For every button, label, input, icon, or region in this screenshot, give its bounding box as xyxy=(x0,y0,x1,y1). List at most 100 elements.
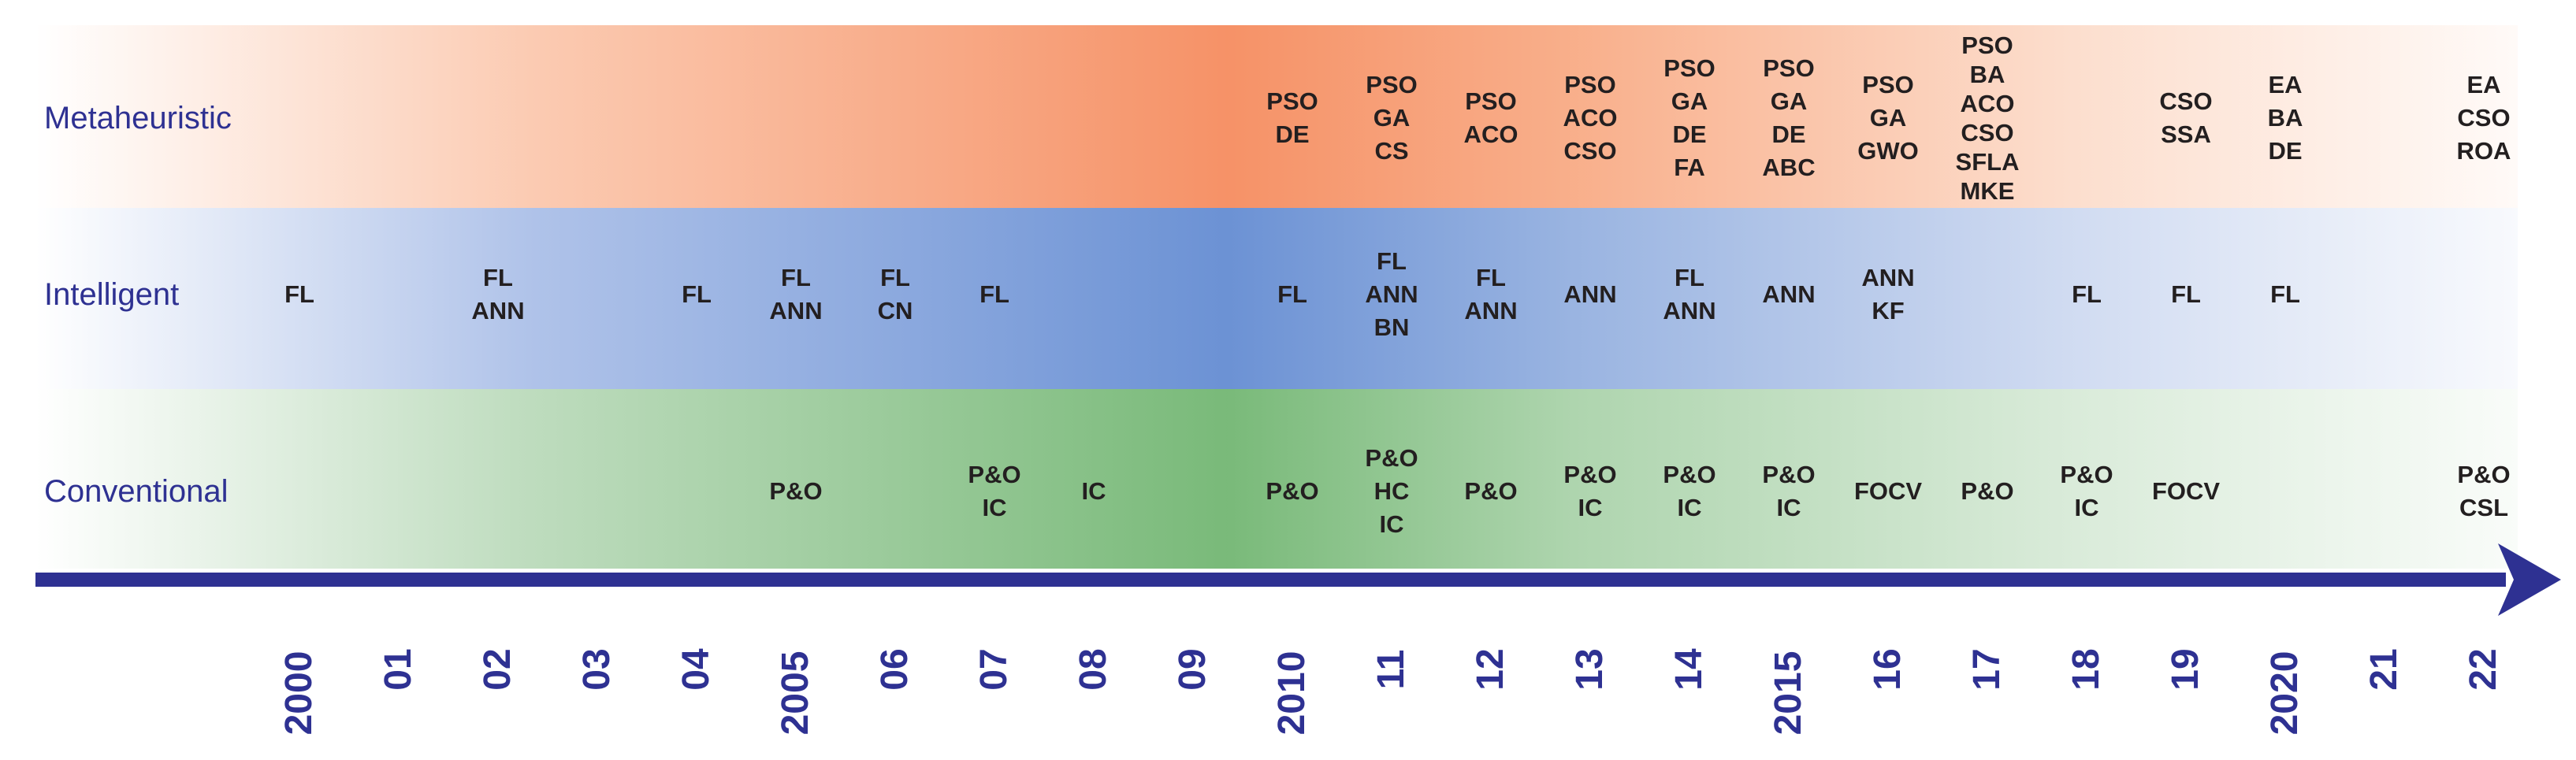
method-cell-conv-2010: P&O xyxy=(1266,475,1318,508)
year-label-2006: 06 xyxy=(874,648,916,691)
method-label: FL xyxy=(1675,264,1704,291)
method-label: FL xyxy=(1277,280,1307,308)
method-label: PSO xyxy=(1961,32,2013,59)
method-label: KF xyxy=(1872,297,1905,324)
year-label-2009: 09 xyxy=(1172,648,1214,691)
year-label-2022: 22 xyxy=(2463,648,2504,691)
method-label: SFLA xyxy=(1955,148,2020,176)
method-label: IC xyxy=(1677,494,1702,521)
method-label: P&O xyxy=(2457,461,2511,488)
method-label: ANN xyxy=(1365,280,1418,308)
method-label: ANN xyxy=(1464,297,1518,324)
method-label: ABC xyxy=(1762,154,1816,181)
method-label: ANN xyxy=(471,297,525,324)
method-label: ANN xyxy=(1861,264,1915,291)
method-label: GA xyxy=(1869,104,1907,132)
method-cell-meta-2012: PSO ACO xyxy=(1464,85,1518,151)
method-label: P&O xyxy=(1365,444,1418,472)
timeline-arrowhead-icon xyxy=(2498,543,2561,616)
method-label: PSO xyxy=(1763,54,1815,82)
method-cell-conv-2016: FOCV xyxy=(1854,475,1922,508)
method-label: IC xyxy=(1578,494,1603,521)
year-label-2021: 21 xyxy=(2363,648,2405,691)
year-label-2014: 14 xyxy=(1668,648,1710,691)
method-label: DE xyxy=(1771,120,1806,148)
method-label: MKE xyxy=(1960,177,2015,205)
method-cell-conv-2018: P&O IC xyxy=(2060,458,2113,525)
method-cell-conv-2013: P&O IC xyxy=(1563,458,1616,525)
method-label: GA xyxy=(1671,87,1708,115)
method-cell-int-2007: FL xyxy=(979,278,1009,311)
method-cell-meta-2015: PSO GA DE ABC xyxy=(1762,52,1815,184)
method-label: DE xyxy=(2268,137,2303,165)
method-cell-int-2004: FL xyxy=(682,278,712,311)
metaheuristic-band xyxy=(35,25,2518,208)
method-label: FL xyxy=(880,264,910,291)
row-label-metaheuristic: Metaheuristic xyxy=(44,101,232,135)
year-label-2012: 12 xyxy=(1470,648,1511,691)
method-label: P&O xyxy=(1563,461,1617,488)
year-label-2013: 13 xyxy=(1569,648,1611,691)
method-cell-meta-2013: PSO ACO CSO xyxy=(1563,69,1618,168)
method-cell-int-2002: FL ANN xyxy=(471,261,524,328)
method-label: CSO xyxy=(2457,104,2511,132)
year-label-2003: 03 xyxy=(576,648,618,691)
method-cell-conv-2008: IC xyxy=(1082,475,1106,508)
method-label: IC xyxy=(2074,494,2099,521)
method-label: P&O xyxy=(2060,461,2113,488)
method-label: ANN xyxy=(1762,280,1816,308)
timeline-axis-line xyxy=(35,573,2506,587)
method-label: IC xyxy=(1081,477,1106,505)
row-label-intelligent: Intelligent xyxy=(44,277,180,312)
method-label: P&O xyxy=(769,477,823,505)
method-label: P&O xyxy=(968,461,1021,488)
method-cell-conv-2015: P&O IC xyxy=(1762,458,1815,525)
method-label: FL xyxy=(2171,280,2201,308)
method-label: FOCV xyxy=(1853,477,1923,505)
year-label-2020: 2020 xyxy=(2264,651,2306,736)
method-label: P&O xyxy=(1762,461,1816,488)
method-cell-int-2016: ANN KF xyxy=(1861,261,1914,328)
method-cell-meta-2022: EA CSO ROA xyxy=(2457,69,2511,168)
method-label: ACO xyxy=(1463,120,1518,148)
method-cell-int-2019: FL xyxy=(2171,278,2201,311)
method-label: CSL xyxy=(2459,494,2508,521)
method-cell-conv-2019: FOCV xyxy=(2152,475,2220,508)
method-label: PSO xyxy=(1862,71,1914,98)
method-label: CS xyxy=(1374,137,1409,165)
method-label: EA xyxy=(2268,71,2303,98)
method-label: ANN xyxy=(1663,297,1716,324)
method-cell-int-2018: FL xyxy=(2072,278,2102,311)
method-cell-int-2005: FL ANN xyxy=(769,261,822,328)
method-cell-int-2006: FL CN xyxy=(878,261,913,328)
year-label-2018: 18 xyxy=(2065,648,2107,691)
method-label: FL xyxy=(682,280,712,308)
method-cell-int-2013: ANN xyxy=(1563,278,1616,311)
method-cell-conv-2007: P&O IC xyxy=(968,458,1020,525)
method-label: ACO xyxy=(1960,90,2015,117)
method-cell-meta-2014: PSO GA DE FA xyxy=(1663,52,1715,184)
method-label: BA xyxy=(1969,61,2005,88)
method-label: ACO xyxy=(1563,104,1618,132)
method-label: ROA xyxy=(2456,137,2511,165)
method-label: FL xyxy=(781,264,811,291)
method-label: PSO xyxy=(1366,71,1418,98)
method-label: IC xyxy=(982,494,1007,521)
method-cell-int-2011: FL ANN BN xyxy=(1365,245,1418,344)
method-cell-meta-2019: CSO SSA xyxy=(2159,85,2212,151)
method-cell-int-2000: FL xyxy=(284,278,314,311)
method-label: FL xyxy=(284,280,314,308)
year-label-2010: 2010 xyxy=(1271,651,1313,736)
method-cell-conv-2011: P&O HC IC xyxy=(1365,442,1418,541)
method-cell-int-2012: FL ANN xyxy=(1464,261,1517,328)
year-label-2008: 08 xyxy=(1072,648,1114,691)
method-label: PSO xyxy=(1564,71,1616,98)
method-cell-meta-2017: PSO BA ACO CSO SFLA MKE xyxy=(1956,31,2020,206)
method-label: FL xyxy=(483,264,513,291)
year-label-2011: 11 xyxy=(1370,649,1412,690)
method-label: BA xyxy=(2267,104,2303,132)
method-label: DE xyxy=(1275,120,1310,148)
method-label: CSO xyxy=(1563,137,1617,165)
